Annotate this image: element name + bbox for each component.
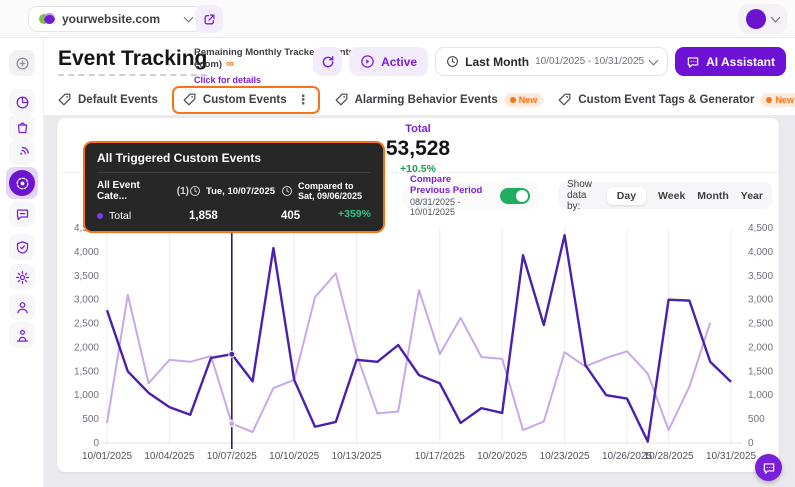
period-range: 10/01/2025 - 10/31/2025 [535, 56, 644, 67]
granularity-week[interactable]: Week [658, 190, 685, 202]
sidebar-item-analytics[interactable] [9, 89, 35, 115]
tab-label: Alarming Behavior Events [355, 94, 498, 106]
tooltip-current-date: Tue, 10/07/2025 [189, 185, 281, 197]
tag-icon [557, 92, 572, 107]
header-actions: Active Last Month 10/01/2025 - 10/31/202… [313, 47, 786, 76]
tabs-bar: Default Events Custom Events ⋮ Alarming Beh… [44, 84, 795, 116]
tag-icon [57, 92, 72, 107]
pie-icon [15, 95, 30, 110]
tag-icon [182, 92, 197, 107]
compare-labels: Compare Previous Period 08/31/2025 - 10/… [410, 174, 492, 217]
play-circle-icon [360, 54, 375, 69]
tab-label: Custom Events [203, 94, 287, 106]
sidebar-item-security[interactable] [9, 234, 35, 260]
sidebar-item-feedback[interactable] [9, 201, 35, 227]
granularity-month[interactable]: Month [697, 190, 729, 202]
sidebar-item-profile[interactable] [9, 294, 35, 320]
sidebar-item-support[interactable] [9, 322, 35, 348]
clock-icon [281, 185, 293, 197]
brand-logo-icon [39, 12, 55, 26]
tab-label: Default Events [78, 94, 158, 106]
app: yourwebsite.com Event Tracking Remaining… [0, 0, 795, 487]
compare-toggle[interactable] [500, 188, 530, 204]
new-badge: New [504, 93, 544, 107]
tab-custom-events[interactable]: Custom Events ⋮ [172, 86, 320, 114]
bag-icon [15, 120, 30, 135]
tag-icon [334, 92, 349, 107]
ai-assistant-label: AI Assistant [706, 55, 775, 69]
show-data-by-label: Show data by: [567, 179, 595, 212]
ai-assistant-button[interactable]: AI Assistant [675, 47, 786, 76]
person-icon [15, 328, 30, 343]
new-badge: New [760, 93, 795, 107]
tab-label: Custom Event Tags & Generator [578, 94, 754, 106]
tooltip-series-label: Total [97, 210, 189, 222]
page-header: Event Tracking Remaining Monthly Tracked… [44, 38, 795, 84]
support-chat-button[interactable] [755, 454, 782, 481]
compare-range: 08/31/2025 - 10/01/2025 [410, 197, 492, 217]
period-selector[interactable]: Last Month 10/01/2025 - 10/31/2025 [435, 47, 668, 76]
tab-menu-icon[interactable]: ⋮ [297, 92, 310, 108]
site-selector[interactable]: yourwebsite.com [28, 6, 203, 32]
series-color-dot [97, 213, 103, 219]
tooltip-change: +359% [338, 208, 371, 220]
tab-custom-event-tags-generator[interactable]: Custom Event Tags & Generator New [557, 92, 795, 107]
user-icon [15, 300, 30, 315]
open-site-button[interactable] [195, 5, 223, 33]
topbar: yourwebsite.com [0, 0, 795, 38]
active-label: Active [381, 55, 417, 69]
shield-icon [15, 240, 30, 255]
chat-bubble-icon [762, 461, 776, 475]
sidebar-item-expand[interactable] [9, 50, 35, 76]
total-label: Total [57, 123, 779, 135]
sidebar-item-signals[interactable] [9, 139, 35, 165]
radar-icon [15, 145, 30, 160]
tab-alarming-behavior-events[interactable]: Alarming Behavior Events New [334, 92, 544, 107]
tooltip-compared-date: Compared toSat, 09/06/2025 [281, 181, 371, 202]
tab-default-events[interactable]: Default Events [57, 92, 158, 107]
page-title: Event Tracking [58, 47, 207, 76]
chat-icon [15, 207, 30, 222]
toggle-knob [516, 190, 528, 202]
show-data-by: Show data by: Day Week Month Year [558, 182, 772, 209]
avatar [746, 9, 766, 29]
chart-tooltip: All Triggered Custom Events All Event Ca… [83, 141, 385, 233]
period-label: Last Month [465, 55, 529, 69]
user-menu[interactable] [738, 4, 787, 34]
ai-chat-icon [686, 55, 700, 69]
granularity-day[interactable]: Day [607, 187, 646, 205]
chevron-down-icon [649, 55, 659, 65]
status-active-button[interactable]: Active [349, 47, 428, 76]
tooltip-current-value: 1,858 [189, 210, 281, 222]
refresh-icon [321, 55, 335, 69]
site-name: yourwebsite.com [62, 12, 160, 26]
clock-icon [189, 185, 201, 197]
chevron-down-icon [771, 13, 781, 23]
tooltip-category: All Event Cate...(1) [97, 180, 189, 202]
sidebar-item-settings[interactable] [9, 264, 35, 290]
infinity-icon: ∞ [226, 58, 234, 70]
clock-icon [446, 55, 459, 68]
granularity-year[interactable]: Year [741, 190, 763, 202]
chevron-down-icon [184, 13, 194, 23]
external-link-icon [203, 13, 216, 26]
plus-icon [15, 56, 30, 71]
tooltip-title: All Triggered Custom Events [97, 151, 371, 173]
gear-icon [15, 270, 30, 285]
compare-label: Compare Previous Period [410, 174, 492, 196]
target-icon [9, 170, 35, 196]
refresh-button[interactable] [313, 47, 342, 76]
sidebar-item-event-tracking[interactable] [6, 167, 38, 199]
compare-previous-period: Compare Previous Period 08/31/2025 - 10/… [402, 182, 538, 209]
sidebar-item-ecommerce[interactable] [9, 114, 35, 140]
tooltip-grid: All Event Cate...(1) Tue, 10/07/2025 Com… [97, 180, 371, 222]
sidebar [0, 38, 44, 487]
